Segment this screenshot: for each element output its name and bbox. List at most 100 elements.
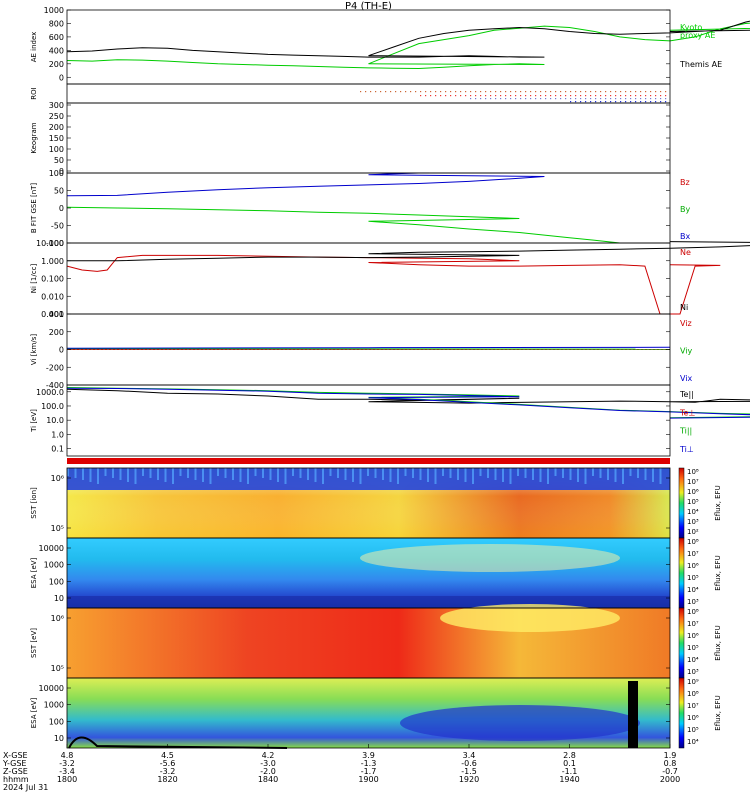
roi-dot: [430, 91, 431, 92]
sst-ion-colorbar-tick: 10⁶: [687, 488, 699, 496]
bfield-ytick-label: 50: [54, 187, 64, 196]
esa-ion-low: [67, 596, 670, 608]
velocity-legend-1: Viy: [680, 347, 693, 356]
roi-dot: [600, 91, 601, 92]
sst-ion-stripe: [510, 468, 512, 484]
sst-ion-stripe: [480, 468, 482, 476]
velocity-ytick-label: -200: [46, 363, 64, 372]
sst-ion-stripe: [637, 468, 639, 478]
roi-dot: [455, 95, 456, 96]
roi-dot: [595, 98, 596, 99]
sst-ion-stripe: [435, 468, 437, 484]
roi-dot: [630, 91, 631, 92]
esa-elec-ytick-label: 10000: [39, 684, 64, 693]
roi-dot: [615, 95, 616, 96]
ae-frame: [67, 10, 670, 84]
sst-ion-stripe: [195, 468, 197, 480]
roi-dot: [445, 91, 446, 92]
roi-dot: [630, 95, 631, 96]
keogram-ytick-label: 250: [49, 112, 64, 121]
sst-ion-ylabel: SST [ion]: [30, 487, 38, 519]
roi-dot: [620, 91, 621, 92]
sst-ion-colorbar-tick: 10³: [687, 518, 699, 526]
temperature-frame: [67, 385, 670, 456]
roi-dot: [630, 101, 631, 102]
sst-ion-stripe: [255, 468, 257, 476]
density-ylabel: Ni [1/cc]: [30, 264, 38, 294]
roi-dot: [550, 91, 551, 92]
roi-dot: [660, 95, 661, 96]
roi-dot: [615, 98, 616, 99]
roi-dot: [525, 95, 526, 96]
roi-dot: [600, 98, 601, 99]
bfield-series-by: [67, 207, 620, 243]
esa-ion-ytick-label: 10000: [39, 544, 64, 553]
roi-dot: [495, 98, 496, 99]
roi-dot: [560, 95, 561, 96]
esa-elec-colorbar-tick: 10⁸: [687, 690, 699, 698]
roi-dot: [610, 91, 611, 92]
xtick-label: 1800: [57, 775, 77, 784]
roi-dot: [635, 98, 636, 99]
sst-ion-stripe: [292, 468, 294, 476]
temperature-series-te-: [67, 389, 750, 403]
sst-ion-stripe: [285, 468, 287, 484]
xtick-label: 1820: [157, 775, 177, 784]
roi-dot: [495, 95, 496, 96]
bfield-series-bz: [67, 173, 544, 196]
roi-dot: [520, 95, 521, 96]
roi-dot: [560, 98, 561, 99]
sst-ion-stripe: [352, 468, 354, 482]
roi-dot: [660, 98, 661, 99]
sst-ion-stripe: [97, 468, 99, 484]
temperature-ylabel: Ti [eV]: [30, 409, 38, 433]
roi-dot: [530, 91, 531, 92]
roi-dot: [570, 101, 571, 102]
sst-elec-ytick-label: 10⁵: [51, 664, 64, 673]
roi-dot: [550, 98, 551, 99]
sst-ion-stripe: [555, 468, 557, 476]
roi-dot: [625, 95, 626, 96]
roi-dot: [510, 91, 511, 92]
roi-dot: [615, 91, 616, 92]
roi-dot: [445, 95, 446, 96]
temperature-legend-3: Ti⊥: [679, 445, 694, 454]
velocity-series-viy: [67, 349, 670, 350]
temperature-ytick-label: 1000.0: [36, 388, 64, 397]
roi-dot: [640, 98, 641, 99]
sst-ion-stripe: [465, 468, 467, 482]
sst-ion-colorbar-tick: 10⁸: [687, 468, 699, 476]
roi-dot: [665, 98, 666, 99]
sst-ion-stripe: [240, 468, 242, 482]
sst-elec-colorbar-tick: 10⁴: [687, 656, 699, 664]
sst-ion-colorbar-tick: 10⁷: [687, 478, 699, 486]
roi-dot: [645, 101, 646, 102]
sst-ion-stripe: [232, 468, 234, 480]
roi-dot: [650, 95, 651, 96]
roi-dot: [415, 91, 416, 92]
roi-dot: [545, 91, 546, 92]
temperature-ytick-label: 0.1: [51, 445, 64, 454]
sst-ion-stripe: [525, 468, 527, 478]
roi-dot: [385, 91, 386, 92]
roi-dot: [585, 91, 586, 92]
sst-ion-stripe: [330, 468, 332, 476]
sst-ion-stripe: [517, 468, 519, 476]
temperature-ytick-label: 1.0: [51, 430, 64, 439]
sst-ion-stripe: [75, 468, 77, 478]
esa-ion-colorbar-tick: 10³: [687, 598, 699, 606]
roi-dot: [395, 91, 396, 92]
roi-dot: [635, 95, 636, 96]
bfield-ylabel: B FIT GSE [nT]: [30, 183, 38, 234]
roi-dot: [390, 91, 391, 92]
roi-dot: [510, 98, 511, 99]
sst-ion-stripe: [120, 468, 122, 480]
roi-dot: [620, 98, 621, 99]
sst-elec-colorbar-tick: 10⁷: [687, 620, 699, 628]
roi-dot: [475, 98, 476, 99]
roi-dot: [535, 95, 536, 96]
sst-ion-stripe: [142, 468, 144, 476]
roi-dot: [555, 91, 556, 92]
ae-series-kyoto-proxy-ae: [67, 20, 750, 68]
